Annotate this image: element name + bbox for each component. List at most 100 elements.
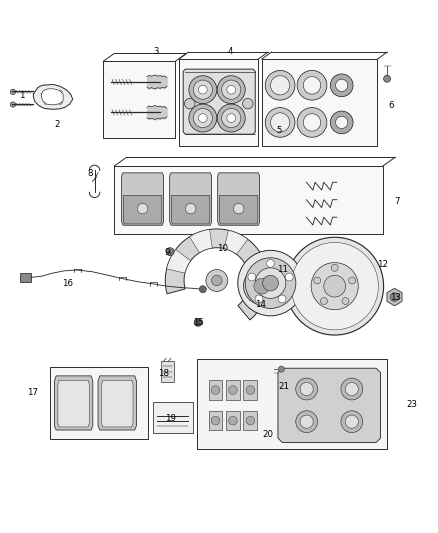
Circle shape <box>285 273 293 281</box>
Circle shape <box>303 114 321 131</box>
Polygon shape <box>179 59 258 147</box>
Text: 11: 11 <box>277 265 288 274</box>
Circle shape <box>341 378 363 400</box>
Circle shape <box>184 99 195 109</box>
Circle shape <box>245 258 296 309</box>
Circle shape <box>278 295 286 303</box>
Text: 14: 14 <box>255 301 266 310</box>
Circle shape <box>229 416 237 425</box>
Text: 2: 2 <box>55 120 60 129</box>
Circle shape <box>194 318 202 326</box>
Circle shape <box>303 77 321 94</box>
Text: 19: 19 <box>165 414 176 423</box>
Circle shape <box>291 243 378 330</box>
Bar <box>49 367 148 439</box>
Circle shape <box>227 85 236 94</box>
Polygon shape <box>278 368 381 442</box>
Text: 5: 5 <box>276 126 282 135</box>
Circle shape <box>321 297 328 304</box>
Bar <box>208 411 223 430</box>
Circle shape <box>222 80 241 99</box>
Polygon shape <box>114 166 383 234</box>
Polygon shape <box>165 229 268 320</box>
Circle shape <box>271 76 290 95</box>
Bar <box>20 273 31 282</box>
Polygon shape <box>171 196 210 224</box>
Bar <box>208 381 223 400</box>
Polygon shape <box>218 173 260 225</box>
Polygon shape <box>166 249 191 273</box>
Circle shape <box>244 268 280 304</box>
Polygon shape <box>54 376 93 430</box>
Circle shape <box>212 275 222 286</box>
Circle shape <box>57 99 62 104</box>
Circle shape <box>296 378 318 400</box>
Circle shape <box>384 75 391 82</box>
Circle shape <box>336 79 348 92</box>
Circle shape <box>271 113 290 132</box>
Circle shape <box>248 273 256 281</box>
Polygon shape <box>103 61 175 138</box>
Polygon shape <box>98 376 137 430</box>
Text: 3: 3 <box>153 47 159 56</box>
Circle shape <box>314 277 321 284</box>
Circle shape <box>300 383 313 395</box>
Circle shape <box>279 366 285 372</box>
Text: 8: 8 <box>88 169 93 179</box>
Circle shape <box>246 416 255 425</box>
Circle shape <box>265 70 295 100</box>
Polygon shape <box>183 69 255 134</box>
Text: 13: 13 <box>390 294 401 302</box>
Circle shape <box>246 386 255 394</box>
Circle shape <box>227 114 236 123</box>
Bar <box>244 411 258 430</box>
Polygon shape <box>33 84 73 109</box>
Circle shape <box>311 263 358 310</box>
Circle shape <box>193 108 212 128</box>
Circle shape <box>185 204 196 214</box>
Circle shape <box>189 104 217 132</box>
Polygon shape <box>262 59 378 147</box>
Text: 1: 1 <box>19 91 25 100</box>
Circle shape <box>265 108 295 138</box>
Circle shape <box>44 99 49 104</box>
Text: 4: 4 <box>227 47 233 56</box>
Text: 18: 18 <box>158 369 169 378</box>
Circle shape <box>217 76 245 103</box>
Bar <box>226 411 240 430</box>
Circle shape <box>229 386 237 394</box>
Polygon shape <box>224 230 248 254</box>
Circle shape <box>193 80 212 99</box>
Polygon shape <box>190 229 212 253</box>
Circle shape <box>331 264 338 271</box>
Text: 20: 20 <box>262 430 273 439</box>
Bar <box>152 402 193 433</box>
Bar <box>226 381 240 400</box>
Circle shape <box>255 268 286 298</box>
Polygon shape <box>122 173 163 225</box>
Polygon shape <box>41 89 63 105</box>
Circle shape <box>243 99 253 109</box>
Circle shape <box>296 411 318 433</box>
Circle shape <box>330 111 353 134</box>
Polygon shape <box>124 196 162 224</box>
Circle shape <box>297 108 327 138</box>
Circle shape <box>138 204 148 214</box>
Text: 12: 12 <box>377 260 388 269</box>
Bar <box>197 359 387 449</box>
Circle shape <box>349 277 356 284</box>
Circle shape <box>341 411 363 433</box>
Circle shape <box>345 383 358 395</box>
Circle shape <box>254 278 270 294</box>
Circle shape <box>345 415 358 428</box>
Circle shape <box>342 297 349 304</box>
Text: 15: 15 <box>193 318 204 327</box>
Polygon shape <box>244 253 268 276</box>
Circle shape <box>211 386 220 394</box>
Circle shape <box>199 286 206 293</box>
Bar <box>161 361 173 382</box>
Circle shape <box>233 204 244 214</box>
Text: 23: 23 <box>406 400 417 408</box>
Text: 10: 10 <box>217 244 228 253</box>
Circle shape <box>255 295 263 303</box>
